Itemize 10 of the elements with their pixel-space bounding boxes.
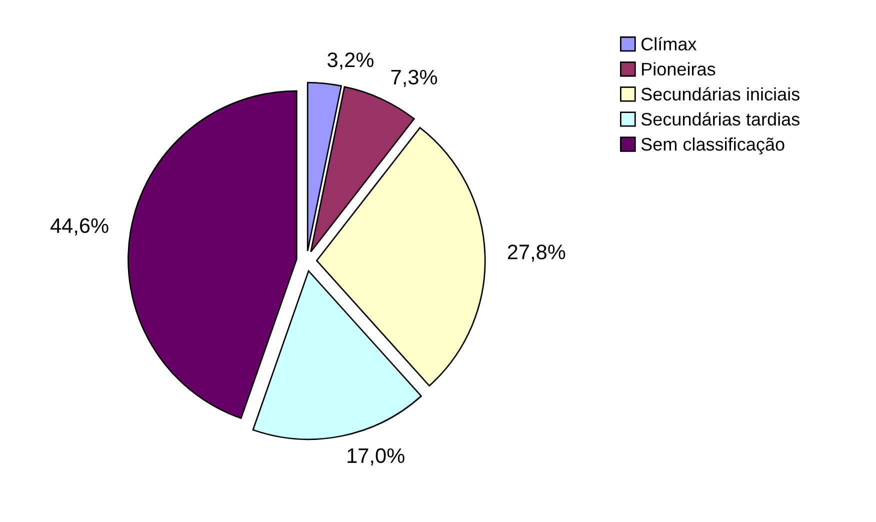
legend-label: Sem classificação: [641, 137, 784, 154]
legend-label: Clímax: [641, 37, 697, 50]
data-label: 3,2%: [328, 52, 374, 70]
data-label: 27,8%: [508, 244, 566, 262]
legend-label: Secundárias tardias: [641, 112, 800, 126]
legend-label: Pioneiras: [642, 62, 716, 76]
data-label: 7,3%: [391, 70, 438, 87]
data-label: 17,0%: [348, 448, 404, 466]
data-label: 44,6%: [50, 218, 108, 236]
legend-label: Secundárias iniciais: [641, 87, 800, 101]
